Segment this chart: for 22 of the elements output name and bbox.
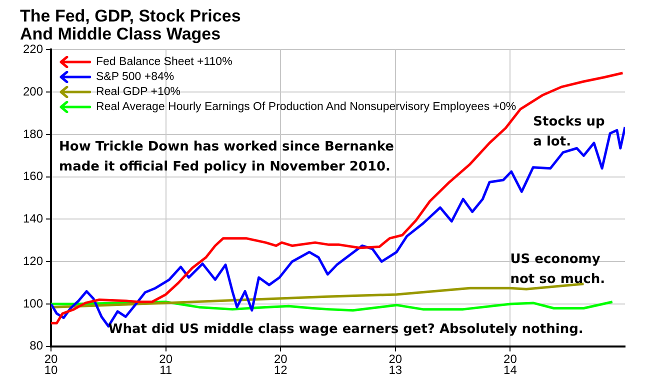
y-tick-label: 100 bbox=[22, 296, 44, 310]
x-tick-label: 20 13 bbox=[388, 352, 402, 377]
legend-label: Fed Balance Sheet +110% bbox=[96, 54, 232, 70]
annotation: US economy not so much. bbox=[510, 252, 606, 288]
y-tick-label: 80 bbox=[30, 338, 44, 353]
legend-label: S&P 500 +84% bbox=[96, 70, 174, 85]
x-tick-label: 20 14 bbox=[504, 352, 518, 377]
x-tick-label: 20 10 bbox=[44, 352, 58, 377]
y-tick-label: 140 bbox=[22, 212, 44, 226]
annotation: What did US middle class wage earners get? Absolutely nothing. bbox=[108, 322, 584, 337]
legend-label: Real Average Hourly Earnings Of Production And Nonsupervisory Employees +0% bbox=[96, 100, 516, 115]
x-tick-label: 20 12 bbox=[274, 352, 288, 377]
chart-title: The Fed, GDP, Stock Prices And Middle Class Wages bbox=[20, 6, 241, 44]
annotation: How Trickle Down has worked since Bernanke made it official Fed policy in November 2010. bbox=[59, 140, 394, 175]
y-tick-label: 200 bbox=[22, 84, 44, 98]
y-tick-label: 220 bbox=[22, 42, 44, 56]
x-tick-label: 20 11 bbox=[159, 352, 173, 377]
annotation: Stocks up a lot. bbox=[533, 114, 605, 150]
y-tick-label: 120 bbox=[22, 254, 44, 268]
legend-label: Real GDP +10% bbox=[96, 84, 181, 100]
y-tick-label: 180 bbox=[22, 126, 44, 141]
y-tick-label: 160 bbox=[22, 169, 44, 184]
